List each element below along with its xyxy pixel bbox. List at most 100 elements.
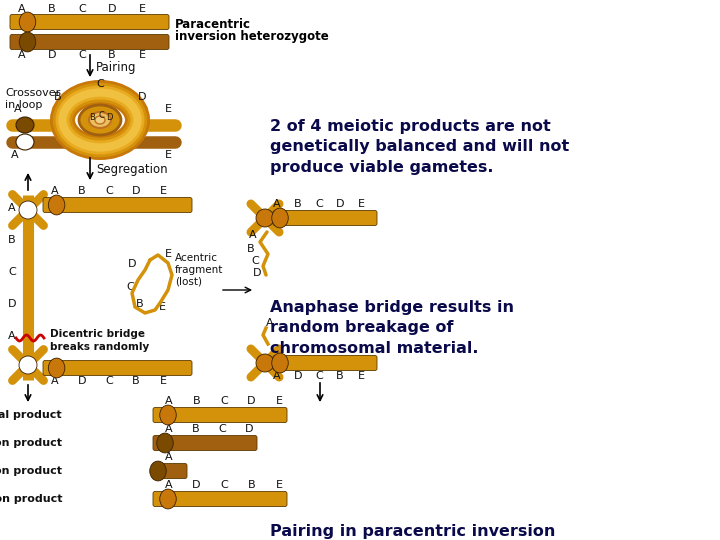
Ellipse shape <box>157 433 174 453</box>
FancyBboxPatch shape <box>43 361 192 375</box>
FancyBboxPatch shape <box>273 211 377 226</box>
Text: C: C <box>126 282 134 292</box>
Text: fragment: fragment <box>175 265 223 275</box>
Text: C: C <box>78 4 86 14</box>
FancyBboxPatch shape <box>153 408 287 422</box>
Text: B: B <box>48 4 56 14</box>
Ellipse shape <box>48 358 65 378</box>
Text: D: D <box>192 480 201 490</box>
Text: C: C <box>96 79 104 89</box>
Text: E: E <box>164 249 171 259</box>
Text: C: C <box>98 111 104 120</box>
Ellipse shape <box>256 354 274 372</box>
Text: D: D <box>78 376 86 386</box>
Text: D: D <box>132 186 140 196</box>
Text: B: B <box>336 371 344 381</box>
Text: Anaphase bridge results in
random breakage of
chromosomal material.: Anaphase bridge results in random breaka… <box>270 300 514 355</box>
Text: D: D <box>8 299 17 309</box>
Text: A: A <box>8 331 16 341</box>
Text: A: A <box>51 376 59 386</box>
Text: D: D <box>108 4 116 14</box>
FancyBboxPatch shape <box>153 491 287 507</box>
Text: C: C <box>220 480 228 490</box>
Text: Pairing in paracentric inversion
heterozygotes and resulting
meiotic products.: Pairing in paracentric inversion heteroz… <box>270 524 555 540</box>
Text: B: B <box>247 244 255 254</box>
Text: Normal product: Normal product <box>0 410 62 420</box>
FancyBboxPatch shape <box>43 198 192 213</box>
Text: D: D <box>336 199 344 209</box>
Ellipse shape <box>19 201 37 219</box>
Text: B: B <box>108 50 116 60</box>
Text: B: B <box>54 92 62 102</box>
Ellipse shape <box>89 112 111 128</box>
Ellipse shape <box>19 356 37 374</box>
Text: C: C <box>218 424 226 434</box>
Text: A: A <box>165 452 173 462</box>
Ellipse shape <box>19 32 36 52</box>
Text: Crossover: Crossover <box>5 88 60 98</box>
Text: B: B <box>89 113 95 122</box>
Text: D: D <box>253 268 261 278</box>
Text: A: A <box>14 104 22 114</box>
Ellipse shape <box>16 117 34 133</box>
Text: D: D <box>48 50 56 60</box>
Text: A: A <box>165 480 173 490</box>
Text: A: A <box>51 186 59 196</box>
Text: C: C <box>315 199 323 209</box>
Ellipse shape <box>79 105 121 135</box>
Text: B: B <box>192 424 199 434</box>
Text: C: C <box>251 256 259 266</box>
Text: A: A <box>165 424 173 434</box>
Text: A: A <box>18 50 26 60</box>
Text: Pairing: Pairing <box>96 62 137 75</box>
Ellipse shape <box>271 353 288 373</box>
Text: D: D <box>247 396 256 406</box>
Text: Dicentric bridge: Dicentric bridge <box>50 329 145 339</box>
Text: 2 of 4 meiotic products are not
genetically balanced and will not
produce viable: 2 of 4 meiotic products are not genetica… <box>270 119 570 174</box>
Text: B: B <box>8 235 16 245</box>
Text: A: A <box>266 318 274 328</box>
Text: Deletion product: Deletion product <box>0 466 62 476</box>
Text: B: B <box>248 480 256 490</box>
Ellipse shape <box>271 208 288 228</box>
Ellipse shape <box>150 461 166 481</box>
Ellipse shape <box>19 12 36 32</box>
Text: D: D <box>245 424 253 434</box>
Text: E: E <box>276 396 282 406</box>
FancyBboxPatch shape <box>273 355 377 370</box>
Text: A: A <box>273 371 281 381</box>
Text: E: E <box>138 50 145 60</box>
Text: Paracentric: Paracentric <box>175 18 251 31</box>
Ellipse shape <box>95 116 105 124</box>
Ellipse shape <box>256 209 274 227</box>
Text: E: E <box>358 199 364 209</box>
Text: B: B <box>132 376 140 386</box>
Text: breaks randomly: breaks randomly <box>50 342 149 352</box>
Text: B: B <box>193 396 200 406</box>
Text: A: A <box>18 4 26 14</box>
Text: Inversion product: Inversion product <box>0 494 62 504</box>
FancyBboxPatch shape <box>153 435 257 450</box>
FancyBboxPatch shape <box>10 15 169 30</box>
Text: E: E <box>164 150 171 160</box>
Text: Deletion product: Deletion product <box>0 438 62 448</box>
Text: D: D <box>127 259 136 269</box>
Text: D: D <box>294 371 302 381</box>
Text: E: E <box>138 4 145 14</box>
Text: E: E <box>158 302 166 312</box>
Ellipse shape <box>160 405 176 425</box>
Text: A: A <box>12 150 19 160</box>
Ellipse shape <box>160 489 176 509</box>
Text: C: C <box>220 396 228 406</box>
Text: E: E <box>160 186 166 196</box>
Text: B: B <box>78 186 86 196</box>
Text: E: E <box>160 376 166 386</box>
Text: B: B <box>136 299 144 309</box>
Text: A: A <box>249 230 257 240</box>
Text: A: A <box>8 203 16 213</box>
FancyBboxPatch shape <box>153 463 187 478</box>
FancyBboxPatch shape <box>10 35 169 50</box>
Text: C: C <box>105 376 113 386</box>
Text: A: A <box>165 396 173 406</box>
Text: C: C <box>8 267 16 277</box>
